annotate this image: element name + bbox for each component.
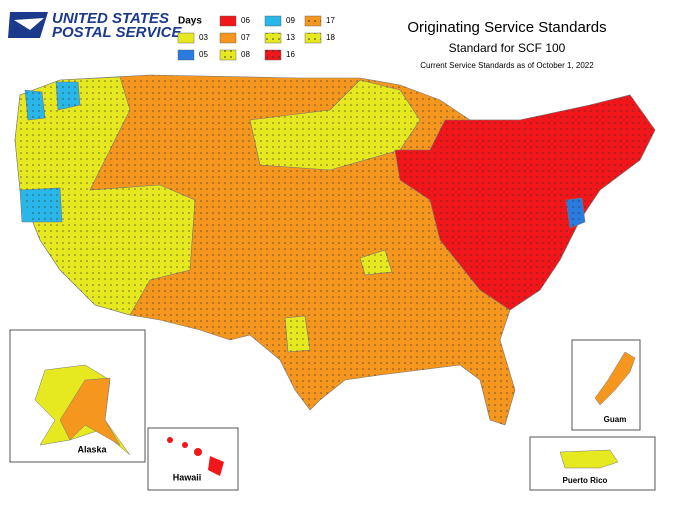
inset-label: Puerto Rico [563,476,608,485]
legend-title: Days [178,16,202,27]
legend-label: 09 [286,16,295,25]
title: Originating Service Standards [407,19,606,36]
inset-label: Alaska [77,444,107,454]
logo-line: POSTAL SERVICE [52,24,182,41]
legend-label: 05 [199,50,208,59]
legend-swatch [264,15,282,27]
legend-swatch [219,32,237,44]
puerto-rico-inset: Puerto Rico [529,436,656,491]
legend-label: 07 [241,33,250,42]
legend-swatch [177,49,195,61]
logo-line: UNITED STATES [52,10,169,27]
alaska-inset: Alaska [9,329,146,463]
legend-swatch [177,32,195,44]
note: Current Service Standards as of October … [420,61,594,70]
logo: UNITED STATES POSTAL SERVICE [8,10,182,41]
legend-label: 16 [286,50,295,59]
inset-label: Guam [604,415,627,424]
legend-label: 18 [326,33,335,42]
legend-label: 03 [199,33,208,42]
hawaii-inset: Hawaii [147,427,239,491]
legend-swatch-pattern [220,50,236,60]
inset-label: Hawaii [173,472,202,482]
legend-swatch [219,15,237,27]
legend-label: 08 [241,50,250,59]
legend-label: 06 [241,16,250,25]
continental-us [14,74,656,426]
legend-swatch-pattern [305,16,321,26]
legend: 06 09 17 03 07 13 18 05 08 16 [177,15,335,61]
legend-swatch-pattern [265,50,281,60]
guam-inset: Guam [571,339,641,431]
legend-label: 17 [326,16,335,25]
legend-label: 13 [286,33,295,42]
legend-swatch-pattern [305,33,321,43]
subtitle: Standard for SCF 100 [449,41,566,55]
legend-swatch-pattern [265,33,281,43]
